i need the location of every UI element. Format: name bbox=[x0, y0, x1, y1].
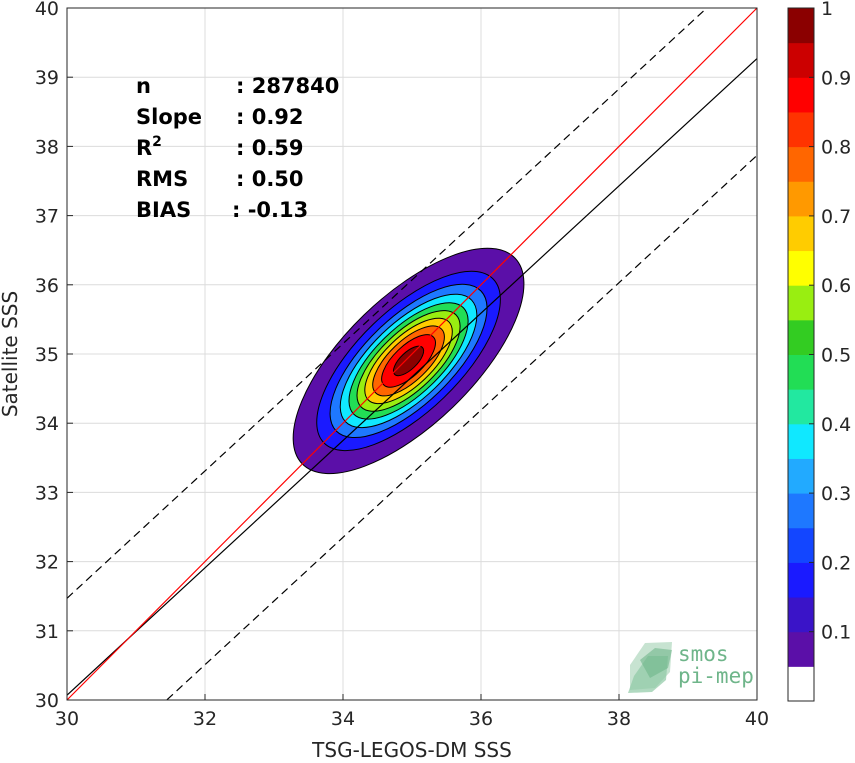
stat-value: : 0.92 bbox=[236, 105, 304, 129]
colorbar-segment bbox=[788, 631, 814, 667]
y-tick-label: 37 bbox=[35, 206, 59, 228]
regression-lines bbox=[66, 7, 758, 701]
colorbar-tick-label: 0.2 bbox=[821, 552, 851, 574]
stat-name: RMS bbox=[136, 167, 188, 191]
identity-line bbox=[66, 7, 758, 701]
density-contour-level bbox=[392, 345, 425, 377]
stat-name: BIAS bbox=[136, 198, 191, 222]
watermark-line2: pi-mep bbox=[678, 664, 754, 688]
colorbar-segment bbox=[788, 597, 814, 633]
x-tick-label: 30 bbox=[55, 708, 79, 730]
stat-name: Slope bbox=[136, 105, 202, 129]
colorbar-segment bbox=[788, 354, 814, 390]
colorbar-tick-label: 0.9 bbox=[821, 67, 851, 89]
x-tick-label: 36 bbox=[469, 708, 493, 730]
colorbar-tick-label: 1 bbox=[821, 0, 833, 20]
stat-value: : 287840 bbox=[236, 74, 339, 98]
colorbar-segment bbox=[788, 493, 814, 529]
x-tick-label: 34 bbox=[331, 708, 355, 730]
colorbar: 0.1 0.2 0.3 0.4 0.5 0.6 0.7 0.8 0.9 1 bbox=[787, 0, 851, 702]
fit-line bbox=[66, 58, 758, 696]
colorbar-segment bbox=[788, 423, 814, 459]
colorbar-segment bbox=[788, 562, 814, 598]
y-tick-label: 39 bbox=[35, 67, 59, 89]
colorbar-segment bbox=[788, 42, 814, 78]
colorbar-tick-label: 0.4 bbox=[821, 414, 851, 436]
colorbar-segment bbox=[788, 215, 814, 252]
colorbar-segment bbox=[788, 319, 814, 355]
colorbar-tick-label: 0.6 bbox=[821, 275, 851, 297]
colorbar-segment bbox=[788, 285, 814, 321]
colorbar-segment bbox=[788, 181, 814, 217]
colorbar-segment bbox=[788, 389, 814, 425]
stat-value: : -0.13 bbox=[232, 198, 308, 222]
x-axis-ticks: 30 32 34 36 38 40 bbox=[55, 694, 769, 730]
colorbar-tick-label: 0.7 bbox=[821, 206, 851, 228]
x-axis-label: TSG-LEGOS-DM SSS bbox=[311, 738, 512, 762]
y-tick-label: 36 bbox=[35, 275, 59, 297]
colorbar-segment bbox=[788, 250, 814, 286]
stat-value: : 0.59 bbox=[236, 136, 304, 160]
y-tick-label: 31 bbox=[35, 621, 59, 643]
x-tick-label: 32 bbox=[193, 708, 217, 730]
colorbar-segment bbox=[788, 666, 814, 702]
y-tick-label: 35 bbox=[35, 344, 59, 366]
colorbar-segment bbox=[788, 458, 814, 494]
colorbar-segment bbox=[788, 111, 814, 148]
smos-pimep-watermark: smos pi-mep bbox=[628, 642, 754, 693]
colorbar-segment bbox=[788, 527, 814, 563]
colorbar-segment bbox=[788, 146, 814, 182]
colorbar-tick-label: 0.5 bbox=[821, 345, 851, 367]
stat-name: n bbox=[136, 74, 151, 98]
y-tick-label: 32 bbox=[35, 552, 59, 574]
density-contours bbox=[292, 247, 525, 475]
y-tick-label: 30 bbox=[35, 690, 59, 712]
stat-value: : 0.50 bbox=[236, 167, 304, 191]
y-tick-label: 33 bbox=[35, 482, 59, 504]
x-tick-label: 38 bbox=[607, 708, 631, 730]
x-tick-label: 40 bbox=[745, 708, 769, 730]
y-axis-ticks: 30 31 32 33 34 35 36 37 38 39 40 bbox=[35, 0, 73, 712]
colorbar-tick-label: 0.1 bbox=[821, 622, 851, 644]
colorbar-tick-label: 0.8 bbox=[821, 137, 851, 159]
logo-icon bbox=[628, 642, 672, 693]
colorbar-tick-label: 0.3 bbox=[821, 483, 851, 505]
lower-bound-line bbox=[166, 154, 758, 701]
y-tick-label: 34 bbox=[35, 413, 59, 435]
colorbar-segment bbox=[788, 77, 814, 113]
watermark-line1: smos bbox=[678, 642, 729, 666]
colorbar-segment bbox=[788, 8, 814, 44]
y-tick-label: 40 bbox=[35, 0, 59, 20]
upper-bound-line bbox=[66, 7, 708, 599]
y-tick-label: 38 bbox=[35, 136, 59, 158]
y-axis-label: Satellite SSS bbox=[0, 291, 22, 417]
